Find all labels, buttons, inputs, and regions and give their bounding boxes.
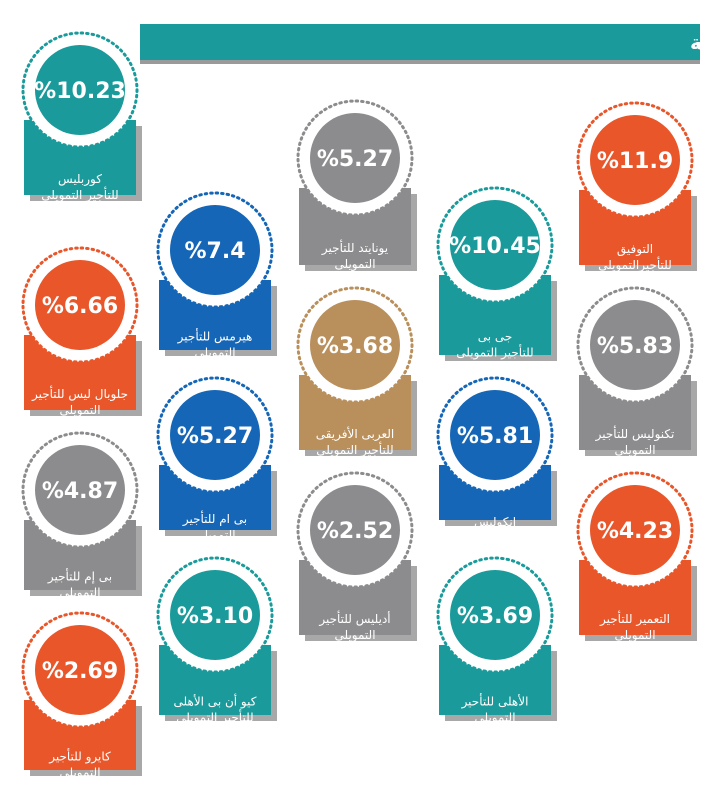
company-name: التمويلى <box>59 403 100 418</box>
share-value: %3.68 <box>317 334 393 359</box>
company-name: للتأجير التمويلى <box>316 441 393 458</box>
share-value: %5.83 <box>597 334 673 359</box>
company-name: التمويلى <box>614 443 655 458</box>
share-value: %11.9 <box>597 149 673 174</box>
circle-inner <box>35 625 125 715</box>
company-name: التمويلى <box>474 711 515 726</box>
circle-inner <box>590 115 680 205</box>
circle-inner <box>35 45 125 135</box>
circle-inner <box>35 260 125 350</box>
company-name: جى بى <box>478 330 513 344</box>
circle-inner <box>170 570 260 660</box>
share-value: %2.52 <box>317 519 393 544</box>
share-value: %6.66 <box>42 294 118 319</box>
company-name: الأهلى للتأحير <box>461 693 529 710</box>
company-name: أديليس للتأجير <box>318 610 390 627</box>
circle-inner <box>310 300 400 390</box>
company-name: العربى الأفريقى <box>316 426 395 442</box>
circle-inner <box>590 485 680 575</box>
share-value: %4.23 <box>597 519 673 544</box>
company-name: للتأجيرالتمويلى <box>598 256 672 273</box>
company-name: بى إم للتأجير <box>47 568 112 585</box>
company-name: كوربليس <box>58 172 102 187</box>
company-name: التمويلى <box>334 628 375 643</box>
share-value: %7.4 <box>184 239 245 264</box>
share-value: %5.81 <box>457 424 533 449</box>
company-name: التمويلى <box>59 766 100 781</box>
title-banner <box>140 24 700 62</box>
company-name: التعمير للتأجير <box>599 610 670 627</box>
circle-inner <box>450 390 540 480</box>
title: شركات التأجير التمويلى وحصصها السوقية <box>690 29 719 55</box>
share-value: %3.69 <box>457 604 533 629</box>
circle-inner <box>310 113 400 203</box>
share-value: %10.23 <box>34 79 126 104</box>
company-name: التوفيق <box>617 242 653 257</box>
company-name: انكوليس <box>474 515 516 530</box>
company-name: التمويلى <box>334 257 375 272</box>
company-name: للتأجير التمويلى <box>456 344 533 361</box>
circle-inner <box>310 485 400 575</box>
company-name: كايرو للتأجير <box>48 748 111 765</box>
company-name: التمويلى <box>614 628 655 643</box>
title-shadow <box>140 60 700 64</box>
circle-inner <box>590 300 680 390</box>
circle-inner <box>170 205 260 295</box>
company-name: للتأجير التمويلى <box>41 186 118 203</box>
company-name: كيو أن بى الأهلى <box>174 694 257 710</box>
circle-inner <box>170 390 260 480</box>
share-value: %3.10 <box>177 604 253 629</box>
company-name: التمويلى <box>59 586 100 601</box>
share-value: %2.69 <box>42 659 118 684</box>
share-value: %10.45 <box>449 234 541 259</box>
company-name: التمويلى <box>194 346 235 361</box>
share-value: %5.27 <box>177 424 253 449</box>
company-name: جلوبال ليس للتأجير <box>31 385 128 402</box>
company-name: هيرمس للتأجير <box>177 328 253 345</box>
company-name: تكنوليس للتأجير <box>595 425 675 442</box>
company-name: يونايتد للتأجير <box>321 239 388 256</box>
share-value: %4.87 <box>42 479 118 504</box>
share-value: %5.27 <box>317 147 393 172</box>
circle-inner <box>450 570 540 660</box>
company-name: التمويلى <box>194 528 235 543</box>
company-name: بى ام للتأجير <box>182 510 247 527</box>
circle-inner <box>450 200 540 290</box>
company-name: للتأجير التمويلى <box>176 709 253 726</box>
circle-inner <box>35 445 125 535</box>
